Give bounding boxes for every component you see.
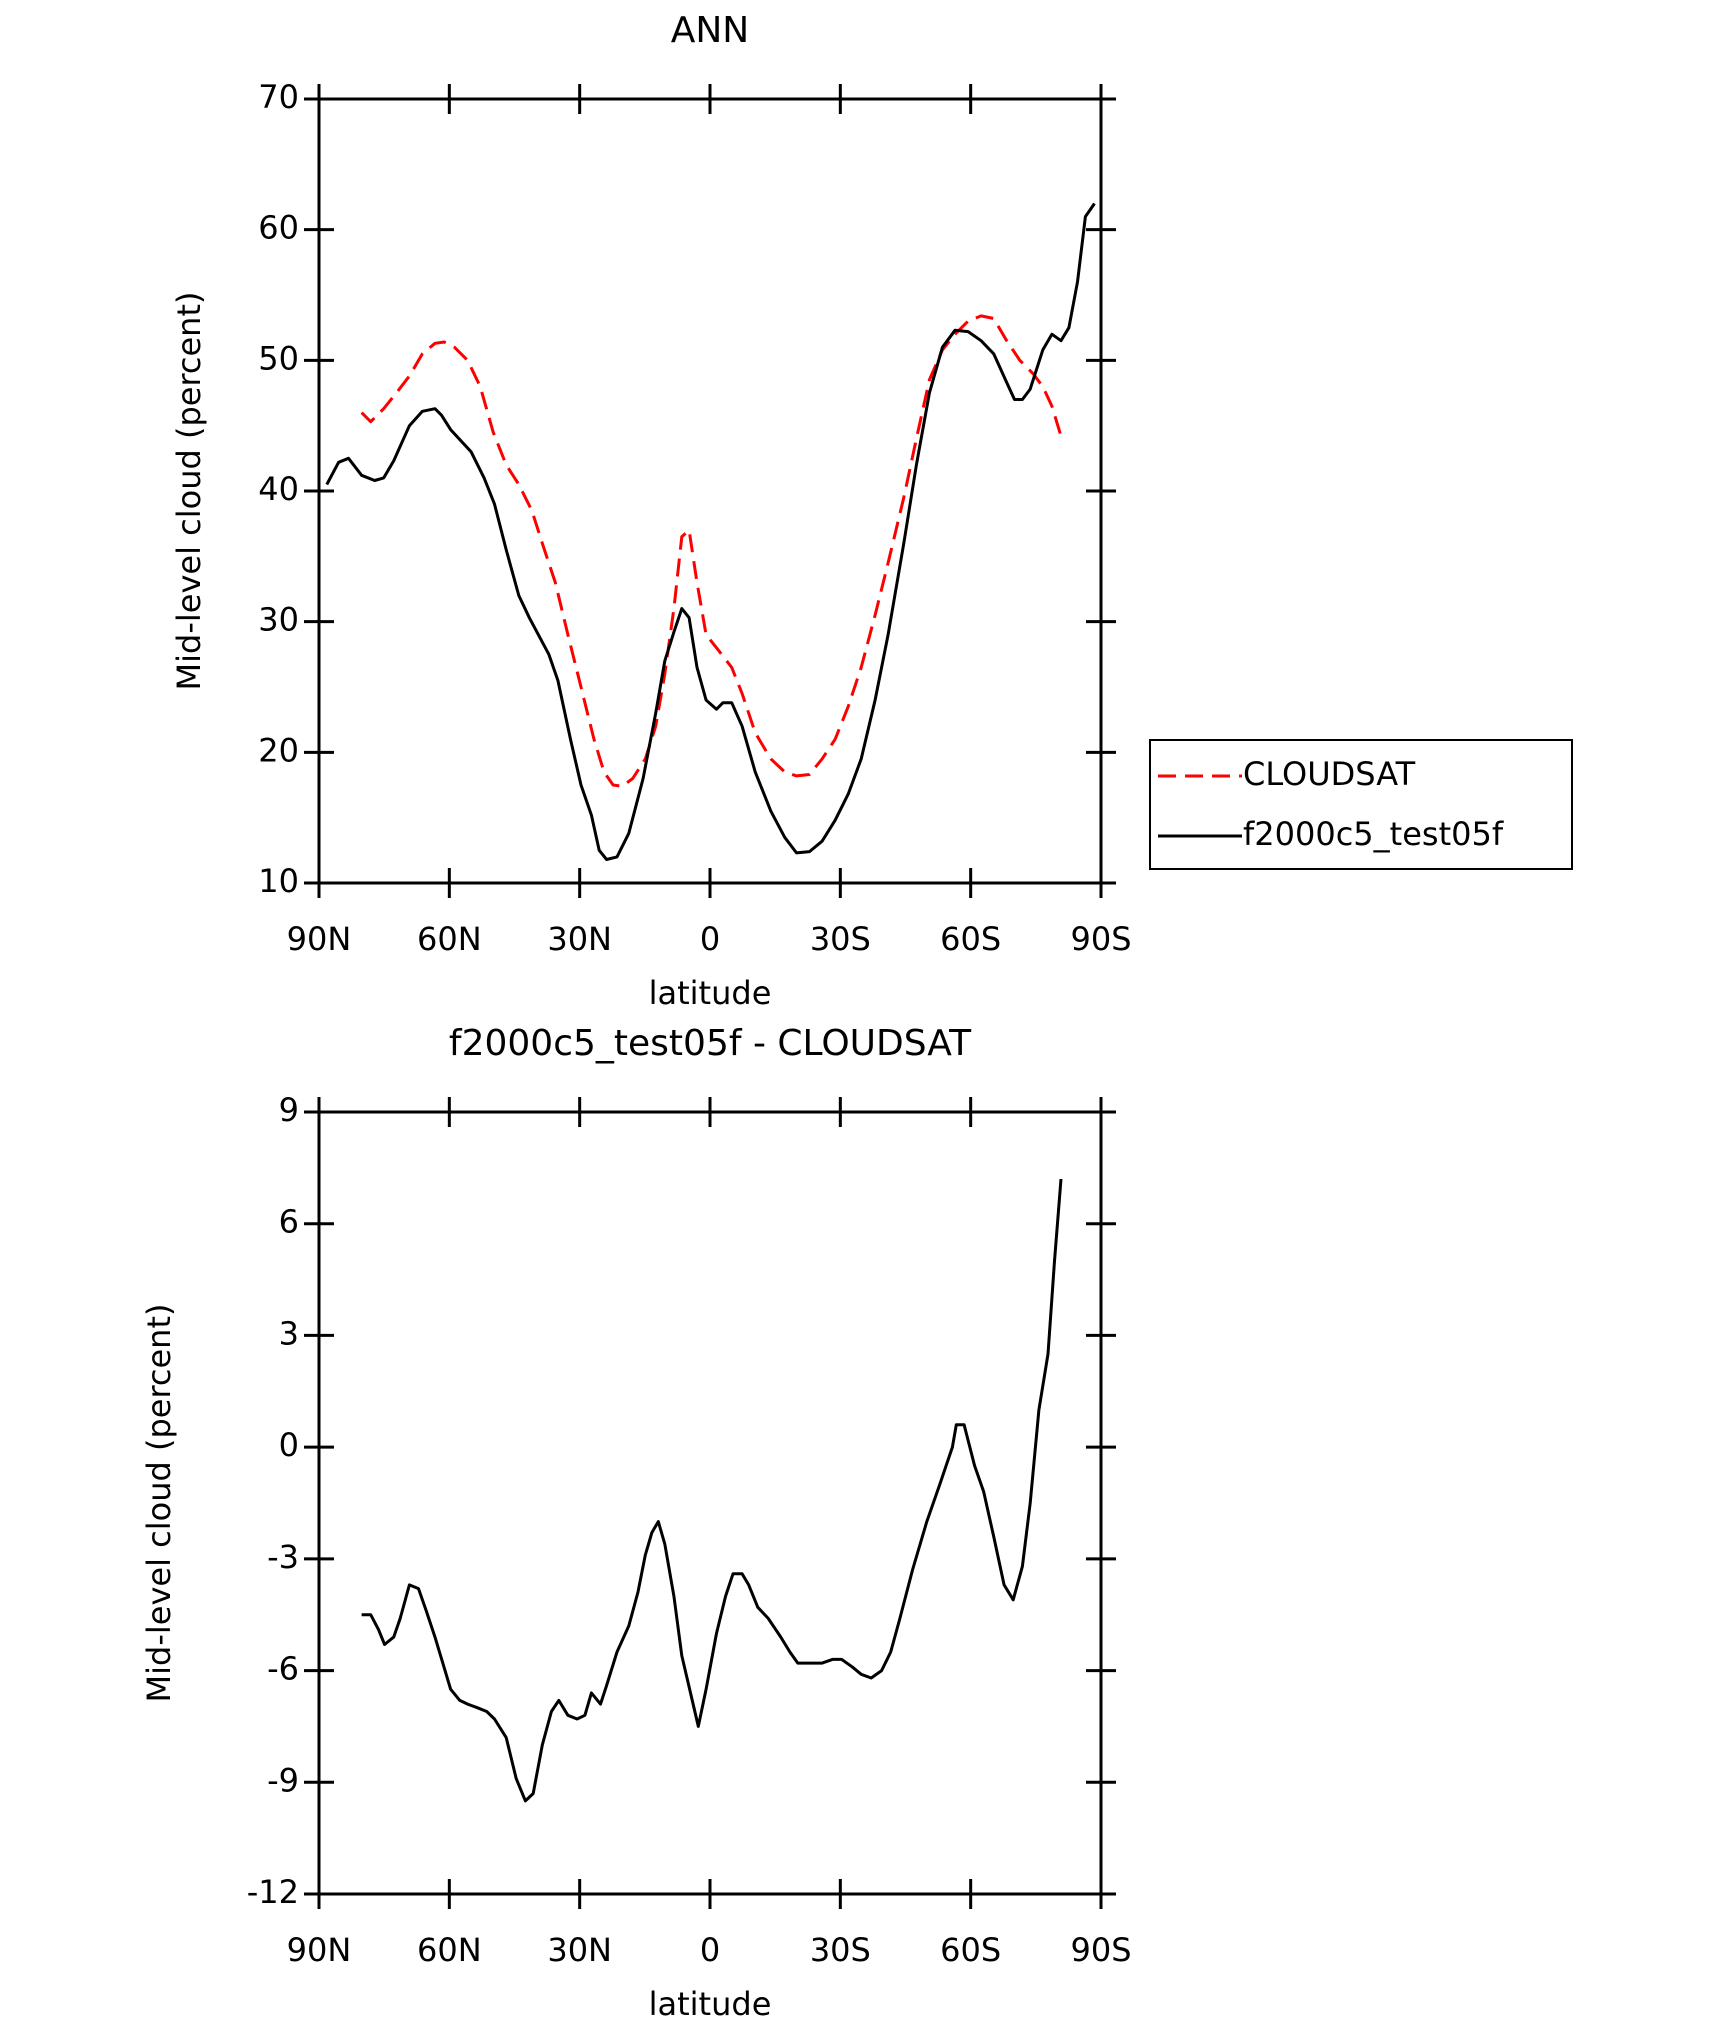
x-tick-label: 90N — [287, 1931, 352, 1969]
y-tick-label: 30 — [258, 601, 299, 639]
data-line — [325, 202, 1096, 861]
y-tick-label: -9 — [267, 1761, 299, 1799]
data-line — [361, 1178, 1063, 1803]
x-tick-label: 30N — [547, 1931, 612, 1969]
data-line — [360, 314, 1063, 788]
plot-frame — [317, 97, 1103, 885]
y-tick-label: 50 — [258, 339, 299, 377]
x-tick-label: 90S — [1070, 1931, 1131, 1969]
plot-frame — [317, 1110, 1103, 1896]
legend-label: f2000c5_test05f — [1243, 815, 1504, 853]
y-tick-label: 20 — [258, 731, 299, 769]
legend-label: CLOUDSAT — [1243, 755, 1416, 793]
x-tick-label: 30N — [547, 920, 612, 958]
x-tick-label: 60N — [417, 1931, 482, 1969]
y-tick-label: -3 — [267, 1538, 299, 1576]
y-tick-label: 70 — [258, 78, 299, 116]
y-tick-label: -6 — [267, 1650, 299, 1688]
y-tick-label: 6 — [279, 1203, 299, 1241]
y-axis-label: Mid-level cloud (percent) — [140, 1304, 178, 1703]
x-tick-label: 60N — [417, 920, 482, 958]
y-tick-label: 3 — [279, 1314, 299, 1352]
y-tick-label: -12 — [247, 1873, 299, 1911]
x-tick-label: 90N — [287, 920, 352, 958]
y-axis-label: Mid-level cloud (percent) — [170, 292, 208, 691]
y-tick-label: 60 — [258, 209, 299, 247]
x-tick-label: 30S — [810, 1931, 871, 1969]
x-tick-label: 60S — [940, 1931, 1001, 1969]
y-tick-label: 10 — [258, 862, 299, 900]
x-tick-label: 90S — [1070, 920, 1131, 958]
x-tick-label: 0 — [700, 1931, 720, 1969]
chart-title: ANN — [671, 10, 750, 51]
x-tick-label: 30S — [810, 920, 871, 958]
y-tick-label: 9 — [279, 1091, 299, 1129]
chart-title: f2000c5_test05f - CLOUDSAT — [449, 1023, 972, 1064]
x-axis-label: latitude — [649, 1985, 772, 2021]
legend-box — [1149, 739, 1573, 870]
y-tick-label: 40 — [258, 470, 299, 508]
x-tick-label: 0 — [700, 920, 720, 958]
x-axis-label: latitude — [649, 974, 772, 1012]
x-tick-label: 60S — [940, 920, 1001, 958]
y-tick-label: 0 — [279, 1426, 299, 1464]
